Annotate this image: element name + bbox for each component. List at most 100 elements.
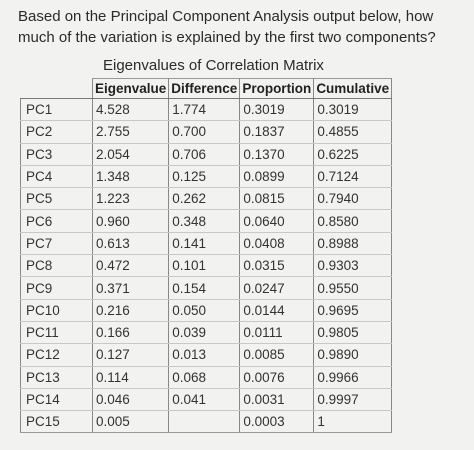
pc-label-cell: PC7	[20, 231, 93, 256]
pc-label-cell: PC1	[20, 97, 93, 122]
header-eigenvalue: Eigenvalue	[91, 78, 170, 99]
difference-cell: 0.068	[168, 365, 241, 389]
difference-cell: 0.041	[168, 387, 241, 412]
eigenvalue-cell: 1.223	[91, 187, 170, 211]
difference-cell: 0.013	[168, 343, 241, 367]
eigenvalue-cell: 0.472	[91, 254, 170, 278]
difference-cell: 0.039	[168, 320, 241, 345]
table-row: PC5 1.223 0.262 0.0815 0.7940	[20, 187, 393, 211]
difference-cell: 0.262	[168, 187, 241, 211]
eigenvalue-cell: 2.054	[91, 142, 170, 166]
difference-cell	[168, 410, 241, 434]
eigenvalue-cell: 0.960	[91, 209, 170, 233]
eigenvalue-cell: 2.755	[91, 120, 170, 144]
proportion-cell: 0.0899	[239, 164, 315, 189]
table-row: PC6 0.960 0.348 0.0640 0.8580	[20, 209, 393, 233]
proportion-cell: 0.0640	[239, 209, 315, 233]
pc-label-cell: PC4	[20, 164, 93, 189]
cumulative-cell: 0.9303	[313, 254, 393, 278]
table-title: Eigenvalues of Correlation Matrix	[103, 57, 324, 74]
cumulative-cell: 0.9890	[313, 343, 393, 367]
table-row: PC2 2.755 0.700 0.1837 0.4855	[20, 120, 393, 144]
difference-cell: 0.154	[168, 276, 241, 300]
header-proportion: Proportion	[239, 78, 315, 99]
eigenvalue-cell: 1.348	[91, 164, 170, 189]
cumulative-cell: 0.3019	[313, 97, 393, 122]
table-row: PC1 4.528 1.774 0.3019 0.3019	[20, 97, 393, 122]
difference-cell: 0.125	[168, 164, 241, 189]
difference-cell: 0.700	[168, 120, 241, 144]
eigenvalue-cell: 0.114	[91, 365, 170, 389]
table-row: PC4 1.348 0.125 0.0899 0.7124	[20, 164, 393, 189]
cumulative-cell: 0.8580	[313, 209, 393, 233]
table-row: PC8 0.472 0.101 0.0315 0.9303	[20, 254, 393, 278]
table-row: PC12 0.127 0.013 0.0085 0.9890	[20, 343, 393, 367]
pc-label-cell: PC8	[20, 254, 93, 278]
header-cumulative: Cumulative	[313, 78, 393, 99]
table-row: PC11 0.166 0.039 0.0111 0.9805	[20, 320, 393, 345]
difference-cell: 0.348	[168, 209, 241, 233]
proportion-cell: 0.0315	[239, 254, 315, 278]
table-row: PC14 0.046 0.041 0.0031 0.9997	[20, 387, 393, 412]
table-row: PC7 0.613 0.141 0.0408 0.8988	[20, 231, 393, 256]
cumulative-cell: 0.9550	[313, 276, 393, 300]
eigenvalue-cell: 0.127	[91, 343, 170, 367]
proportion-cell: 0.0247	[239, 276, 315, 300]
eigenvalue-cell: 0.005	[91, 410, 170, 434]
eigenvalue-cell: 0.371	[91, 276, 170, 300]
eigenvalue-cell: 0.046	[91, 387, 170, 412]
difference-cell: 0.141	[168, 231, 241, 256]
proportion-cell: 0.0815	[239, 187, 315, 211]
cumulative-cell: 0.7940	[313, 187, 393, 211]
pc-label-cell: PC11	[20, 320, 93, 345]
pc-label-cell: PC10	[20, 298, 93, 322]
difference-cell: 0.706	[168, 142, 241, 166]
eigenvalue-cell: 0.166	[91, 320, 170, 345]
pc-label-cell: PC2	[20, 120, 93, 144]
difference-cell: 1.774	[168, 97, 241, 122]
table-row: PC3 2.054 0.706 0.1370 0.6225	[20, 142, 393, 166]
pc-label-cell: PC3	[20, 142, 93, 166]
eigenvalue-cell: 4.528	[91, 97, 170, 122]
proportion-cell: 0.0144	[239, 298, 315, 322]
proportion-cell: 0.1370	[239, 142, 315, 166]
pc-label-cell: PC14	[20, 387, 93, 412]
cumulative-cell: 0.8988	[313, 231, 393, 256]
table-body: PC1 4.528 1.774 0.3019 0.3019 PC2 2.755 0.700 0.…	[20, 97, 393, 434]
pc-label-cell: PC5	[20, 187, 93, 211]
cumulative-cell: 0.6225	[313, 142, 393, 166]
eigenvalue-cell: 0.613	[91, 231, 170, 256]
cumulative-cell: 0.9966	[313, 365, 393, 389]
proportion-cell: 0.1837	[239, 120, 315, 144]
difference-cell: 0.050	[168, 298, 241, 322]
table-row: PC15 0.005 0.0003 1	[20, 410, 393, 434]
proportion-cell: 0.0003	[239, 410, 315, 434]
proportion-cell: 0.0111	[239, 320, 315, 345]
eigenvalues-table: Eigenvalue Difference Proportion Cumulat…	[20, 78, 393, 434]
pc-label-cell: PC6	[20, 209, 93, 233]
question-text: Based on the Principal Component Analysi…	[18, 8, 436, 46]
table-row: PC10 0.216 0.050 0.0144 0.9695	[20, 298, 393, 322]
pc-label-cell: PC9	[20, 276, 93, 300]
pc-label-cell: PC15	[20, 410, 93, 434]
cumulative-cell: 0.9695	[313, 298, 393, 322]
eigenvalue-cell: 0.216	[91, 298, 170, 322]
table-row: PC13 0.114 0.068 0.0076 0.9966	[20, 365, 393, 389]
header-difference: Difference	[168, 78, 241, 99]
cumulative-cell: 0.9805	[313, 320, 393, 345]
proportion-cell: 0.0408	[239, 231, 315, 256]
header-row: Eigenvalue Difference Proportion Cumulat…	[20, 78, 393, 99]
proportion-cell: 0.0031	[239, 387, 315, 412]
table-row: PC9 0.371 0.154 0.0247 0.9550	[20, 276, 393, 300]
cumulative-cell: 1	[313, 410, 393, 434]
difference-cell: 0.101	[168, 254, 241, 278]
header-blank	[20, 78, 93, 99]
proportion-cell: 0.0076	[239, 365, 315, 389]
proportion-cell: 0.0085	[239, 343, 315, 367]
cumulative-cell: 0.7124	[313, 164, 393, 189]
cumulative-cell: 0.4855	[313, 120, 393, 144]
proportion-cell: 0.3019	[239, 97, 315, 122]
pc-label-cell: PC12	[20, 343, 93, 367]
cumulative-cell: 0.9997	[313, 387, 393, 412]
pc-label-cell: PC13	[20, 365, 93, 389]
